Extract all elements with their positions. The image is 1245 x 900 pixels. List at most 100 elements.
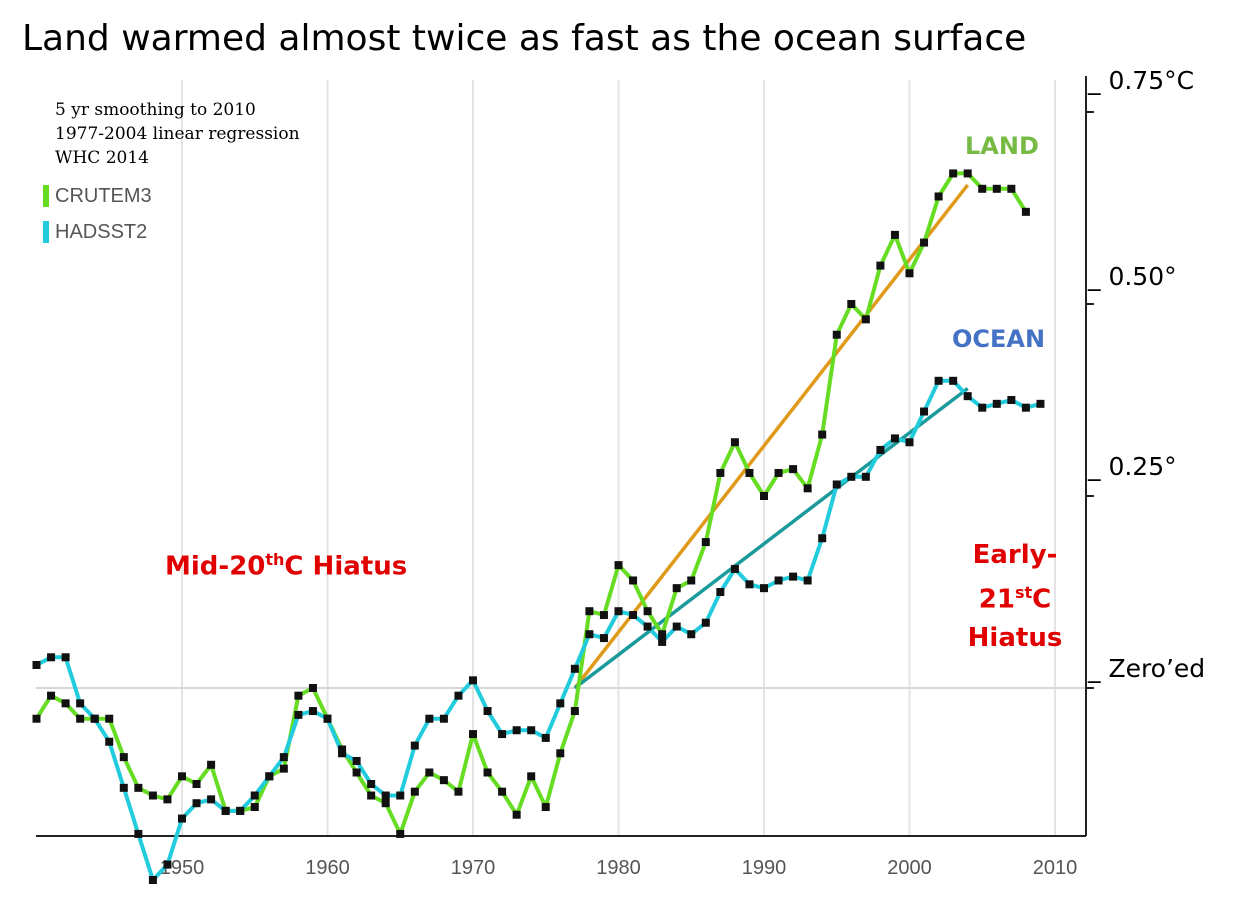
data-point-crutem3: [643, 607, 652, 616]
data-point-hadsst2: [265, 772, 274, 781]
data-point-hadsst2: [541, 733, 550, 742]
data-point-hadsst2: [876, 445, 885, 454]
data-point-crutem3: [76, 714, 85, 723]
data-point-crutem3: [629, 576, 638, 585]
data-point-crutem3: [658, 630, 667, 639]
series-line-crutem3: [34, 171, 1028, 836]
legend-swatch-ocean: [43, 221, 49, 243]
data-point-crutem3: [1007, 184, 1016, 193]
data-point-hadsst2: [498, 730, 507, 739]
legend-entry-crutem3: CRUTEM3: [43, 178, 152, 214]
data-point-crutem3: [425, 768, 434, 777]
data-point-crutem3: [730, 438, 739, 447]
data-point-hadsst2: [556, 699, 565, 708]
land-series-label: LAND: [965, 132, 1039, 160]
chart-title: Land warmed almost twice as fast as the …: [22, 18, 1027, 59]
note-smoothing: 5 yr smoothing to 2010: [55, 100, 256, 120]
data-point-crutem3: [599, 611, 608, 620]
data-point-crutem3: [672, 584, 681, 593]
data-point-crutem3: [687, 576, 696, 585]
data-point-crutem3: [978, 184, 987, 193]
data-point-hadsst2: [221, 806, 230, 815]
data-point-hadsst2: [774, 576, 783, 585]
data-point-hadsst2: [570, 664, 579, 673]
data-point-hadsst2: [338, 749, 347, 758]
data-point-hadsst2: [207, 795, 216, 804]
data-point-hadsst2: [279, 753, 288, 762]
data-point-crutem3: [134, 783, 143, 792]
data-point-crutem3: [279, 764, 288, 773]
data-point-crutem3: [367, 791, 376, 800]
data-point-hadsst2: [890, 434, 899, 443]
data-point-hadsst2: [469, 676, 477, 685]
data-point-crutem3: [861, 315, 870, 324]
data-point-crutem3: [541, 803, 550, 812]
data-point-crutem3: [745, 468, 754, 477]
data-point-crutem3: [192, 780, 201, 788]
data-point-hadsst2: [119, 783, 128, 792]
data-point-crutem3: [381, 799, 390, 808]
data-point-hadsst2: [61, 653, 70, 662]
data-point-crutem3: [832, 330, 841, 339]
legend-label: HADSST2: [55, 220, 148, 243]
data-point-crutem3: [920, 238, 929, 247]
data-point-crutem3: [61, 699, 70, 708]
data-point-hadsst2: [250, 791, 259, 800]
data-point-hadsst2: [745, 580, 754, 589]
data-point-crutem3: [352, 768, 361, 777]
data-point-hadsst2: [32, 660, 41, 669]
data-point-hadsst2: [396, 791, 405, 800]
data-point-crutem3: [527, 772, 536, 781]
data-point-crutem3: [1021, 207, 1030, 216]
y-tick-label-075: _ 0.75°C: [1088, 66, 1195, 95]
data-point-crutem3: [803, 484, 812, 493]
data-point-hadsst2: [643, 622, 652, 631]
ocean-series-label: OCEAN: [952, 325, 1046, 353]
data-point-crutem3: [119, 753, 128, 762]
data-point-hadsst2: [963, 392, 972, 401]
data-point-hadsst2: [905, 438, 914, 447]
data-point-hadsst2: [192, 799, 201, 808]
data-point-hadsst2: [614, 607, 623, 616]
data-point-hadsst2: [294, 710, 303, 719]
data-point-hadsst2: [352, 756, 361, 765]
data-point-hadsst2: [76, 699, 85, 708]
mid-century-hiatus-label: Mid-20thC Hiatus: [165, 550, 408, 582]
data-point-hadsst2: [789, 572, 798, 581]
data-point-hadsst2: [949, 376, 958, 385]
data-point-hadsst2: [832, 480, 841, 489]
data-point-crutem3: [847, 300, 856, 308]
legend-label: CRUTEM3: [55, 184, 152, 207]
data-point-crutem3: [905, 269, 914, 278]
x-tick-labels: 1950 1960 1970 1980 1990 2000 2010: [160, 857, 1078, 879]
data-point-hadsst2: [687, 630, 696, 639]
data-point-crutem3: [163, 795, 172, 804]
data-point-hadsst2: [105, 737, 114, 746]
x-tick-label-2000: 2000: [887, 857, 932, 879]
data-point-crutem3: [148, 791, 157, 800]
chart-notes: 5 yr smoothing to 2010 1977-2004 linear …: [55, 98, 300, 170]
data-point-crutem3: [32, 714, 41, 723]
data-point-crutem3: [512, 810, 521, 819]
data-point-hadsst2: [861, 472, 870, 481]
axes: [36, 76, 1094, 837]
data-point-crutem3: [454, 787, 463, 796]
data-point-crutem3: [294, 691, 303, 700]
series-points: [32, 169, 1045, 884]
data-point-crutem3: [716, 468, 725, 477]
note-author: WHC 2014: [55, 148, 149, 168]
data-point-hadsst2: [425, 714, 434, 723]
data-point-hadsst2: [1036, 399, 1045, 408]
legend-swatch-land: [43, 185, 49, 207]
data-point-crutem3: [818, 430, 827, 439]
data-point-hadsst2: [90, 714, 99, 723]
data-point-crutem3: [890, 230, 899, 239]
data-point-crutem3: [701, 538, 710, 547]
data-point-hadsst2: [163, 860, 172, 869]
data-point-crutem3: [105, 714, 114, 723]
y-tick-label-zero: _ Zero’ed: [1088, 654, 1206, 683]
data-point-hadsst2: [439, 714, 448, 723]
data-point-crutem3: [789, 465, 798, 474]
data-point-hadsst2: [367, 780, 376, 788]
